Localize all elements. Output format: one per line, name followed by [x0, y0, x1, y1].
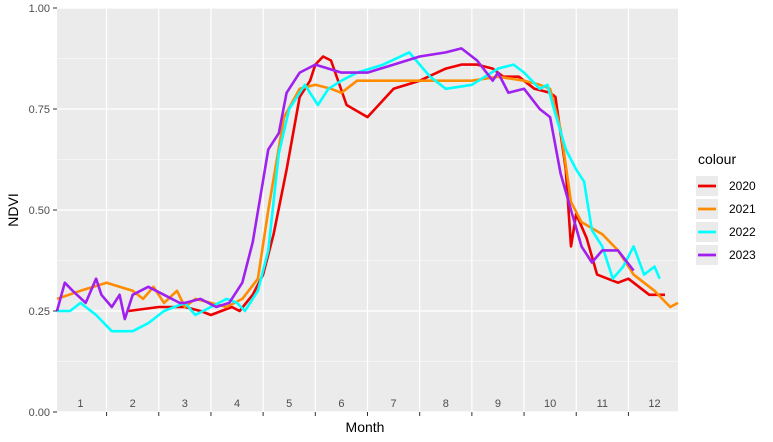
y-tick-label: 0.75 — [29, 104, 50, 116]
month-label: 6 — [338, 398, 344, 410]
legend-label-2021: 2021 — [729, 202, 756, 216]
series-line-2021 — [56, 75, 679, 309]
y-axis-title: NDVI — [5, 193, 21, 226]
month-label: 2 — [130, 398, 136, 410]
month-label: 10 — [544, 398, 556, 410]
month-label: 11 — [597, 398, 608, 410]
x-axis-title: Month — [346, 419, 385, 435]
y-tick-label: 1.00 — [29, 3, 50, 15]
month-label: 9 — [495, 398, 501, 410]
axes: 0.000.250.500.751.001 2 3 4 5 6 7 8 9 10 11 12 — [29, 3, 661, 419]
month-label: 7 — [391, 398, 397, 410]
series-line-2023 — [55, 47, 635, 321]
month-label: 3 — [182, 398, 188, 410]
month-label: 5 — [286, 398, 292, 410]
legend-label-2020: 2020 — [729, 179, 756, 193]
month-label: 4 — [234, 398, 240, 410]
month-label: 12 — [648, 398, 660, 410]
y-tick-label: 0.25 — [29, 306, 50, 318]
legend-label-2023: 2023 — [729, 248, 756, 262]
legend: colour 2020 2021 2022 2023 — [696, 151, 756, 265]
y-tick-label: 0.50 — [29, 205, 50, 217]
y-tick-label: 0.00 — [29, 407, 50, 419]
month-label: 1 — [77, 398, 83, 410]
series-lines — [55, 47, 679, 333]
legend-label-2022: 2022 — [729, 225, 756, 239]
legend-title: colour — [698, 151, 736, 167]
month-label: 8 — [443, 398, 449, 410]
